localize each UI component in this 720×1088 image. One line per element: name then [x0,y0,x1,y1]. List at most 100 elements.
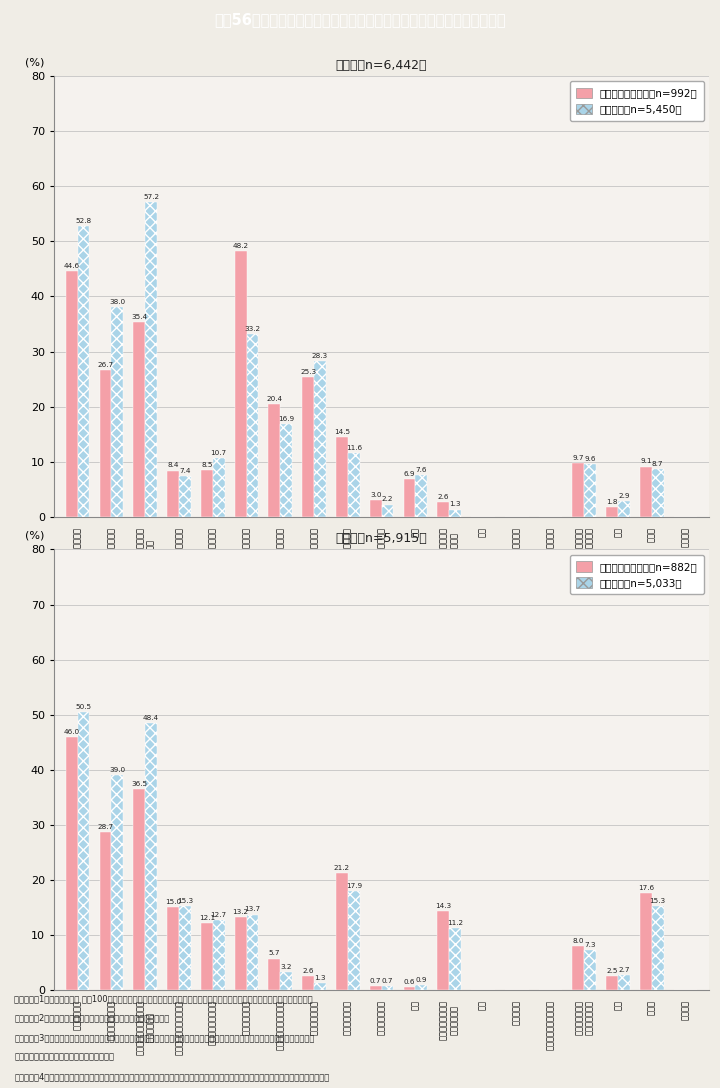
Text: 17.6: 17.6 [638,885,654,891]
Bar [112,776,123,990]
Text: 2.7: 2.7 [618,967,630,973]
Text: 28.7: 28.7 [97,824,114,830]
Bar [314,982,326,990]
Bar [437,912,449,990]
Bar [302,976,314,990]
Bar [179,906,191,990]
Bar [584,463,596,517]
Bar [382,986,393,990]
Bar [235,251,246,517]
Bar [66,271,78,517]
Text: 3.0: 3.0 [370,492,382,498]
Text: 20.4: 20.4 [266,396,282,403]
Bar [201,924,212,990]
Text: 8.4: 8.4 [167,462,179,468]
Bar [212,920,225,990]
Text: (%): (%) [24,531,44,541]
Text: 6.9: 6.9 [404,471,415,477]
Text: 7.3: 7.3 [585,942,596,948]
Bar [112,308,123,517]
Text: 0.6: 0.6 [404,978,415,985]
Text: 48.4: 48.4 [143,715,159,721]
Bar [201,470,212,517]
Bar [99,370,112,517]
Bar [606,976,618,990]
Bar [652,469,664,517]
Bar [336,874,348,990]
Text: 17.9: 17.9 [346,883,361,889]
Text: 0.7: 0.7 [370,978,382,984]
Bar [246,915,258,990]
Bar [78,712,89,990]
Bar [640,467,652,517]
Bar [403,987,415,990]
Bar [336,437,348,517]
Text: 8.0: 8.0 [572,938,584,943]
Text: （備考）　1．「令和３年度 人生100年時代における結婚・仕事・収入に関する調査」（令和３年度内閣府委託調査）より作成。: （備考） 1．「令和３年度 人生100年時代における結婚・仕事・収入に関する調査… [14,994,313,1003]
Text: 38.0: 38.0 [109,299,125,306]
Bar [269,959,280,990]
Title: ＜女性　n=6,442＞: ＜女性 n=6,442＞ [336,59,428,72]
Bar [348,453,360,517]
Bar [167,907,179,990]
Text: 10.7: 10.7 [210,449,227,456]
Bar [314,361,326,517]
Legend: 離婚可能性あり　（n=882）, その他　（n=5,033）: 離婚可能性あり （n=882）, その他 （n=5,033） [570,555,704,594]
Text: 13.7: 13.7 [244,906,261,913]
Text: 4．「その他」は、「絶対にないと思う」「まあないと思う」「どちらとも言えない」「わからない・考えられない」の累計値。: 4．「その他」は、「絶対にないと思う」「まあないと思う」「どちらとも言えない」「… [14,1072,330,1081]
Bar [280,423,292,517]
Bar [145,724,157,990]
Bar [280,973,292,990]
Text: 2.6: 2.6 [438,494,449,500]
Text: 25.3: 25.3 [300,369,316,375]
Bar [99,832,112,990]
Text: 9.7: 9.7 [572,455,584,461]
Bar [133,789,145,990]
Text: 2.6: 2.6 [302,967,314,974]
Text: 15.3: 15.3 [177,898,193,904]
Text: 2.5: 2.5 [606,968,618,974]
Text: 0.9: 0.9 [415,977,427,982]
Bar [584,950,596,990]
Bar [78,226,89,517]
Text: 12.1: 12.1 [199,915,215,922]
Text: 12.7: 12.7 [210,912,227,918]
Text: 2.2: 2.2 [382,496,393,503]
Bar [370,500,382,517]
Title: ＜男性　n=5,915＞: ＜男性 n=5,915＞ [336,532,428,545]
Bar [449,509,461,517]
Text: 9.6: 9.6 [585,456,596,461]
Text: 52.8: 52.8 [76,218,91,224]
Text: 21.2: 21.2 [334,865,350,871]
Text: 15.3: 15.3 [649,898,666,904]
Bar [572,947,584,990]
Text: 1.3: 1.3 [449,502,461,507]
Bar [302,378,314,517]
Text: 39.0: 39.0 [109,767,125,774]
Bar [179,477,191,517]
Bar [403,479,415,517]
Text: 14.5: 14.5 [334,429,350,435]
Text: しれないと思う」の累計値。: しれないと思う」の累計値。 [14,1053,114,1062]
Text: 7.6: 7.6 [415,467,427,472]
Text: 33.2: 33.2 [244,325,261,332]
Bar [572,463,584,517]
Text: 11.2: 11.2 [447,920,463,926]
Text: 13.2: 13.2 [233,910,248,915]
Bar [145,201,157,517]
Text: 7.4: 7.4 [179,468,191,474]
Text: 8.7: 8.7 [652,460,663,467]
Bar [66,737,78,990]
Text: 特－56図　結婚相手に求めること（離婚の可能性ありとその他の比較）: 特－56図 結婚相手に求めること（離婚の可能性ありとその他の比較） [214,12,506,27]
Text: 28.3: 28.3 [312,353,328,359]
Text: 11.6: 11.6 [346,445,361,450]
Bar [133,322,145,517]
Text: 44.6: 44.6 [63,263,80,269]
Bar [246,334,258,517]
Bar [449,928,461,990]
Bar [652,906,664,990]
Text: 0.7: 0.7 [382,978,393,984]
Text: 3.2: 3.2 [281,964,292,970]
Bar [348,891,360,990]
Text: 35.4: 35.4 [131,313,148,320]
